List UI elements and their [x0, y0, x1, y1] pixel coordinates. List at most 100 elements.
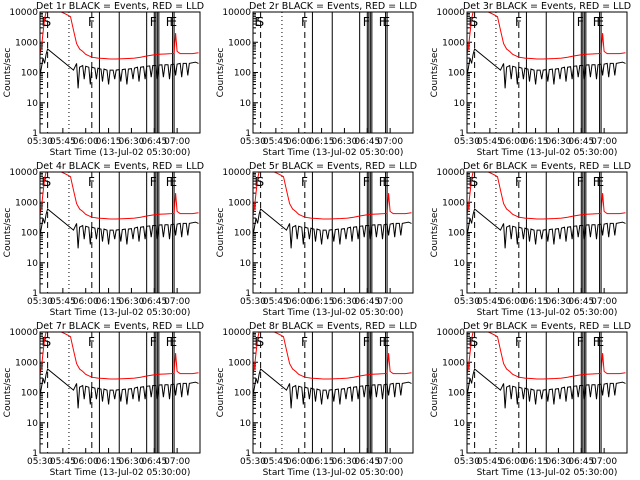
- marker-label-F: F: [577, 175, 584, 189]
- y-tick-label: 10000: [222, 8, 251, 18]
- x-tick-label: 06:45: [568, 297, 594, 307]
- marker-label-E: E: [469, 175, 477, 189]
- y-tick-label: 10: [27, 259, 39, 269]
- panel-det-5: Det 5r BLACK = Events, RED = LLD Counts/s…: [216, 161, 417, 318]
- x-tick-label: 06:00: [286, 297, 312, 307]
- series-events-line: [467, 368, 626, 409]
- x-axis-label: Start Time (13-Jul-02 05:30:00): [50, 468, 191, 478]
- marker-label-S: S: [257, 15, 265, 29]
- panel-det-6: Det 6r BLACK = Events, RED = LLD Counts/s…: [430, 161, 631, 318]
- y-tick-label: 1000: [228, 198, 251, 208]
- y-tick-label: 100: [21, 69, 38, 79]
- y-tick-label: 1000: [228, 358, 251, 368]
- y-tick-label: 1000: [15, 198, 38, 208]
- x-tick-label: 06:45: [141, 457, 167, 467]
- y-tick-label: 10000: [9, 8, 38, 18]
- series-lld-line: [467, 12, 626, 60]
- y-tick-label: 1: [459, 129, 465, 139]
- x-tick-label: 05:45: [50, 137, 76, 147]
- marker-label-E: E: [383, 335, 391, 349]
- x-tick-label: 06:15: [309, 457, 335, 467]
- x-tick-label: 05:45: [263, 137, 289, 147]
- x-tick-label: 06:30: [545, 297, 571, 307]
- x-tick-label: 06:45: [568, 137, 594, 147]
- panel-title: Det 9r BLACK = Events, RED = LLD: [463, 321, 631, 332]
- marker-label-E: E: [255, 335, 263, 349]
- x-tick-label: 05:45: [477, 297, 503, 307]
- y-tick-label: 10: [240, 419, 252, 429]
- marker-label-F: F: [515, 15, 522, 29]
- x-tick-label: 06:45: [354, 137, 380, 147]
- y-tick-label: 1: [245, 129, 251, 139]
- marker-label-F: F: [301, 175, 308, 189]
- panel-det-1: Det 1r BLACK = Events, RED = LLD Counts/s…: [3, 1, 204, 158]
- panel-det-8: Det 8r BLACK = Events, RED = LLD Counts/s…: [216, 321, 417, 478]
- x-tick-label: 07:00: [591, 137, 617, 147]
- y-tick-label: 10: [454, 99, 466, 109]
- y-tick-label: 100: [448, 389, 465, 399]
- y-tick-label: 10000: [222, 328, 251, 338]
- marker-label-F: F: [88, 175, 95, 189]
- y-tick-label: 100: [21, 389, 38, 399]
- y-tick-label: 10000: [436, 8, 465, 18]
- axes-frame: [39, 11, 201, 134]
- marker-label-S: S: [257, 335, 265, 349]
- axes-frame: [252, 11, 414, 134]
- marker-label-F: F: [593, 175, 600, 189]
- marker-label-E: E: [170, 175, 178, 189]
- marker-label-S: S: [471, 335, 479, 349]
- marker-label-F: F: [593, 335, 600, 349]
- x-tick-label: 06:45: [354, 457, 380, 467]
- x-tick-label: 05:30: [240, 137, 266, 147]
- x-tick-label: 06:45: [354, 297, 380, 307]
- marker-label-E: E: [170, 335, 178, 349]
- x-tick-label: 06:15: [96, 137, 122, 147]
- axes-frame: [252, 171, 414, 294]
- marker-label-E: E: [42, 15, 50, 29]
- x-tick-label: 06:00: [73, 137, 99, 147]
- x-tick-label: 06:30: [545, 137, 571, 147]
- y-axis-label: Counts/sec: [3, 48, 13, 98]
- panel-title: Det 8r BLACK = Events, RED = LLD: [249, 321, 417, 332]
- marker-label-E: E: [597, 15, 605, 29]
- series-events-line: [40, 208, 199, 249]
- marker-label-E: E: [597, 335, 605, 349]
- y-tick-label: 10: [240, 99, 252, 109]
- y-tick-label: 10: [27, 419, 39, 429]
- y-tick-label: 1000: [442, 198, 465, 208]
- marker-label-F: F: [166, 175, 173, 189]
- y-tick-label: 1000: [15, 38, 38, 48]
- marker-label-F: F: [166, 15, 173, 29]
- y-tick-label: 10: [27, 99, 39, 109]
- x-tick-label: 06:15: [96, 457, 122, 467]
- marker-label-F: F: [150, 15, 157, 29]
- plot-area: ES F F FE: [40, 12, 199, 133]
- y-tick-label: 100: [234, 229, 251, 239]
- series-events-line: [40, 48, 199, 89]
- x-tick-label: 06:30: [331, 457, 357, 467]
- marker-label-F: F: [150, 175, 157, 189]
- y-axis-label: Counts/sec: [216, 368, 226, 418]
- x-tick-label: 05:30: [454, 457, 480, 467]
- series-events-line: [253, 368, 412, 409]
- x-tick-label: 06:00: [500, 457, 526, 467]
- x-tick-label: 05:45: [263, 457, 289, 467]
- y-tick-label: 100: [234, 69, 251, 79]
- marker-label-S: S: [257, 175, 265, 189]
- x-tick-label: 06:30: [331, 297, 357, 307]
- y-tick-label: 100: [448, 229, 465, 239]
- marker-label-F: F: [363, 175, 370, 189]
- x-tick-label: 06:00: [286, 457, 312, 467]
- series-events-line: [253, 208, 412, 249]
- y-axis-label: Counts/sec: [3, 208, 13, 258]
- plot-area: ES F F FE: [255, 12, 391, 133]
- y-axis-label: Counts/sec: [430, 208, 440, 258]
- marker-label-F: F: [301, 15, 308, 29]
- marker-label-E: E: [170, 15, 178, 29]
- marker-label-F: F: [577, 335, 584, 349]
- x-tick-label: 06:30: [545, 457, 571, 467]
- y-tick-label: 1: [459, 449, 465, 459]
- panel-det-7: Det 7r BLACK = Events, RED = LLD Counts/s…: [3, 321, 204, 478]
- marker-label-E: E: [383, 15, 391, 29]
- marker-label-S: S: [471, 175, 479, 189]
